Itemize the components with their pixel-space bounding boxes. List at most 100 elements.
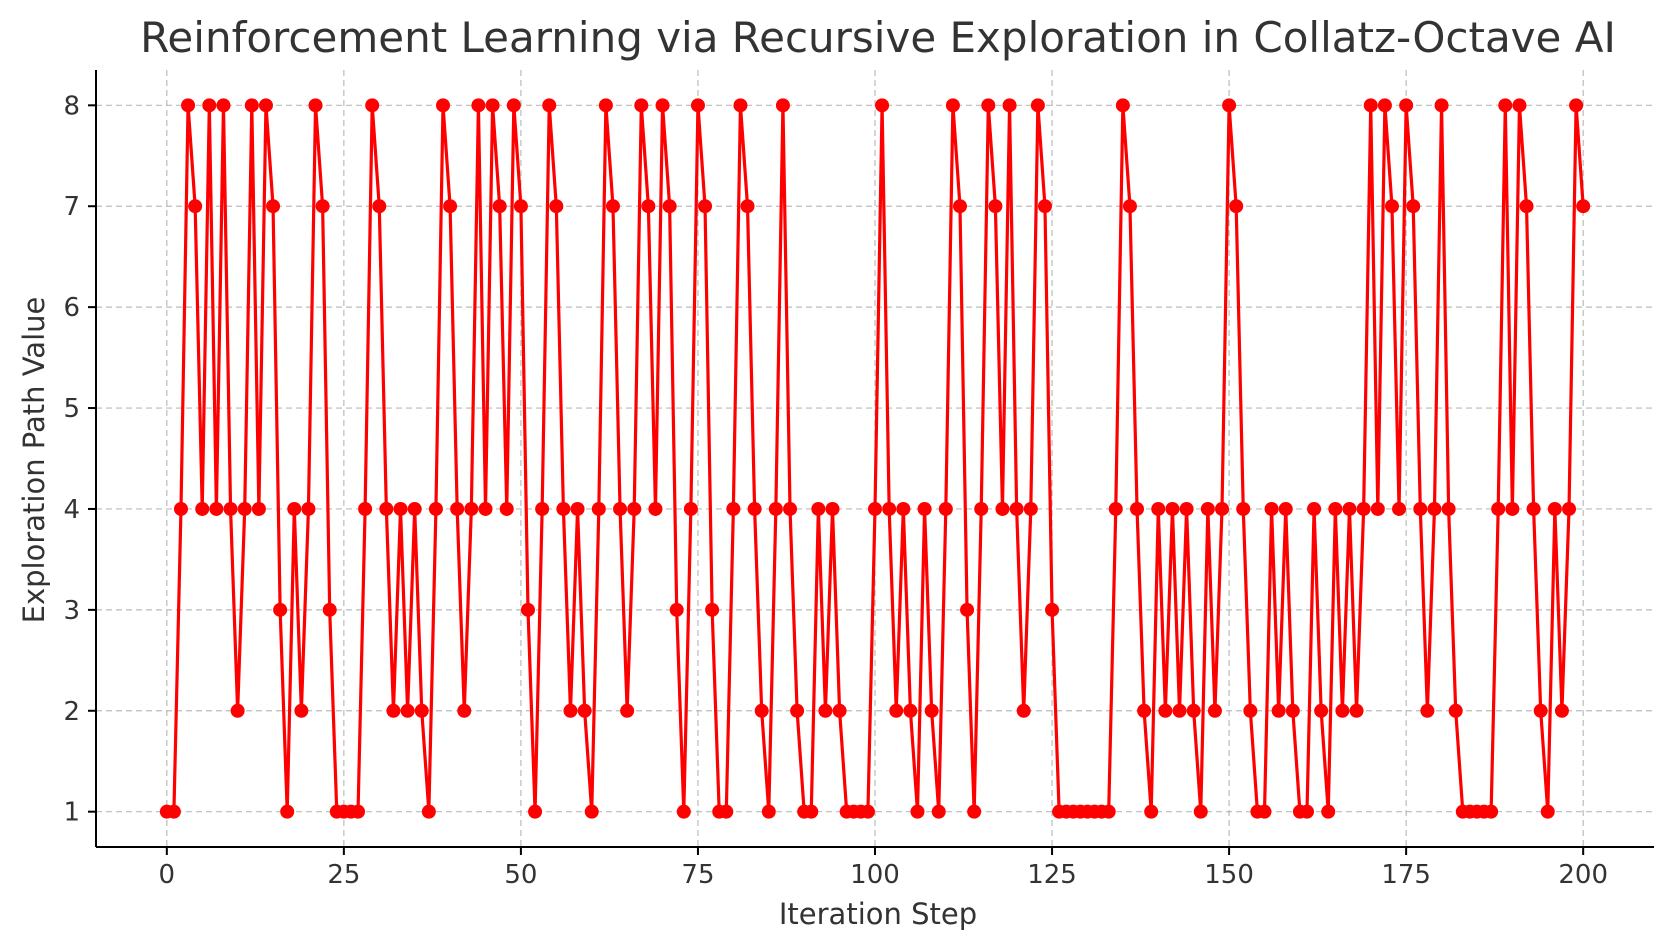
data-point bbox=[1491, 501, 1506, 516]
data-point bbox=[351, 804, 366, 819]
data-point bbox=[620, 703, 635, 718]
data-point bbox=[1484, 804, 1499, 819]
x-tick-label: 100 bbox=[850, 860, 900, 890]
data-point bbox=[988, 199, 1003, 214]
data-point bbox=[1399, 98, 1414, 113]
data-point bbox=[740, 199, 755, 214]
data-point bbox=[811, 501, 826, 516]
data-point bbox=[520, 602, 535, 617]
data-point bbox=[237, 501, 252, 516]
data-point bbox=[308, 98, 323, 113]
data-point bbox=[1243, 703, 1258, 718]
data-point bbox=[768, 501, 783, 516]
data-point bbox=[1512, 98, 1527, 113]
data-point bbox=[641, 199, 656, 214]
data-point bbox=[315, 199, 330, 214]
data-point bbox=[181, 98, 196, 113]
data-point bbox=[1576, 199, 1591, 214]
data-point bbox=[719, 804, 734, 819]
data-point bbox=[1307, 501, 1322, 516]
x-tick-label: 50 bbox=[504, 860, 537, 890]
data-point bbox=[1151, 501, 1166, 516]
data-point bbox=[421, 804, 436, 819]
y-tick-label: 2 bbox=[63, 697, 80, 727]
data-point bbox=[1037, 199, 1052, 214]
data-point bbox=[400, 703, 415, 718]
data-point bbox=[860, 804, 875, 819]
data-point bbox=[464, 501, 479, 516]
data-point bbox=[747, 501, 762, 516]
data-point bbox=[903, 703, 918, 718]
data-point bbox=[273, 602, 288, 617]
data-point bbox=[322, 602, 337, 617]
data-point bbox=[556, 501, 571, 516]
data-point bbox=[1377, 98, 1392, 113]
x-tick-label: 0 bbox=[159, 860, 176, 890]
data-point bbox=[960, 602, 975, 617]
data-point bbox=[917, 501, 932, 516]
data-point bbox=[1569, 98, 1584, 113]
data-point bbox=[634, 98, 649, 113]
data-point bbox=[499, 501, 514, 516]
data-point bbox=[1413, 501, 1428, 516]
data-point bbox=[1554, 703, 1569, 718]
data-point bbox=[1349, 703, 1364, 718]
data-point bbox=[598, 98, 613, 113]
data-point bbox=[258, 98, 273, 113]
data-point bbox=[414, 703, 429, 718]
data-point bbox=[492, 199, 507, 214]
data-point bbox=[655, 98, 670, 113]
data-point bbox=[995, 501, 1010, 516]
data-point bbox=[1271, 703, 1286, 718]
data-point bbox=[889, 703, 904, 718]
data-point bbox=[1115, 98, 1130, 113]
data-point bbox=[1342, 501, 1357, 516]
data-point bbox=[775, 98, 790, 113]
data-point bbox=[669, 602, 684, 617]
data-point bbox=[1215, 501, 1230, 516]
data-point bbox=[1540, 804, 1555, 819]
data-point bbox=[506, 98, 521, 113]
data-point bbox=[676, 804, 691, 819]
data-point bbox=[1222, 98, 1237, 113]
x-tick-label: 200 bbox=[1558, 860, 1608, 890]
data-point bbox=[457, 703, 472, 718]
data-point bbox=[188, 199, 203, 214]
data-point bbox=[1278, 501, 1293, 516]
data-point bbox=[266, 199, 281, 214]
data-point bbox=[365, 98, 380, 113]
data-point bbox=[967, 804, 982, 819]
chart-title: Reinforcement Learning via Recursive Exp… bbox=[140, 13, 1616, 62]
data-point bbox=[754, 703, 769, 718]
data-point bbox=[1562, 501, 1577, 516]
data-point bbox=[981, 98, 996, 113]
data-point bbox=[648, 501, 663, 516]
y-tick-label: 5 bbox=[63, 394, 80, 424]
x-tick-label: 125 bbox=[1027, 860, 1077, 890]
data-point bbox=[1158, 703, 1173, 718]
data-point bbox=[1285, 703, 1300, 718]
data-point bbox=[613, 501, 628, 516]
data-point bbox=[166, 804, 181, 819]
data-point bbox=[1172, 703, 1187, 718]
data-point bbox=[825, 501, 840, 516]
data-point bbox=[945, 98, 960, 113]
data-point bbox=[1045, 602, 1060, 617]
data-point bbox=[761, 804, 776, 819]
data-point bbox=[1441, 501, 1456, 516]
data-point bbox=[1427, 501, 1442, 516]
data-point bbox=[1207, 703, 1222, 718]
data-point bbox=[195, 501, 210, 516]
data-point bbox=[528, 804, 543, 819]
data-point bbox=[386, 703, 401, 718]
data-point bbox=[280, 804, 295, 819]
data-point bbox=[1505, 501, 1520, 516]
data-point bbox=[1165, 501, 1180, 516]
data-point bbox=[690, 98, 705, 113]
data-point bbox=[1009, 501, 1024, 516]
data-point bbox=[896, 501, 911, 516]
x-axis-label: Iteration Step bbox=[779, 897, 977, 931]
data-point bbox=[1002, 98, 1017, 113]
data-point bbox=[1321, 804, 1336, 819]
